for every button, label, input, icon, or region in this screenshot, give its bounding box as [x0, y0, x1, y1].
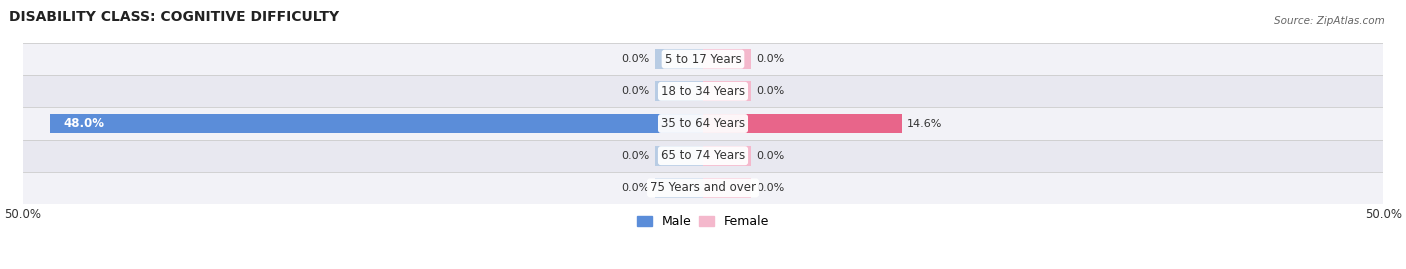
Legend: Male, Female: Male, Female [631, 210, 775, 233]
Text: Source: ZipAtlas.com: Source: ZipAtlas.com [1274, 16, 1385, 26]
Bar [22, 140, 1384, 172]
Bar [703, 114, 901, 133]
Bar [703, 178, 751, 198]
Text: 0.0%: 0.0% [756, 86, 785, 96]
Bar [703, 146, 751, 166]
Bar [703, 49, 751, 69]
Bar [655, 146, 703, 166]
Bar [655, 178, 703, 198]
Text: 5 to 17 Years: 5 to 17 Years [665, 53, 741, 66]
Bar [655, 81, 703, 101]
Text: 35 to 64 Years: 35 to 64 Years [661, 117, 745, 130]
Bar [49, 114, 703, 133]
Bar [22, 107, 1384, 140]
Bar [655, 49, 703, 69]
Text: 0.0%: 0.0% [756, 151, 785, 161]
Text: 0.0%: 0.0% [756, 54, 785, 64]
Text: 0.0%: 0.0% [621, 54, 650, 64]
Bar [22, 43, 1384, 75]
Text: 0.0%: 0.0% [756, 183, 785, 193]
Text: 75 Years and over: 75 Years and over [650, 181, 756, 194]
Bar [22, 75, 1384, 107]
Text: 0.0%: 0.0% [621, 86, 650, 96]
Text: 14.6%: 14.6% [907, 119, 942, 129]
Text: 18 to 34 Years: 18 to 34 Years [661, 85, 745, 98]
Text: 0.0%: 0.0% [621, 183, 650, 193]
Bar [703, 81, 751, 101]
Text: 65 to 74 Years: 65 to 74 Years [661, 149, 745, 162]
Text: DISABILITY CLASS: COGNITIVE DIFFICULTY: DISABILITY CLASS: COGNITIVE DIFFICULTY [8, 10, 339, 24]
Text: 48.0%: 48.0% [63, 117, 104, 130]
Bar [22, 172, 1384, 204]
Text: 0.0%: 0.0% [621, 151, 650, 161]
